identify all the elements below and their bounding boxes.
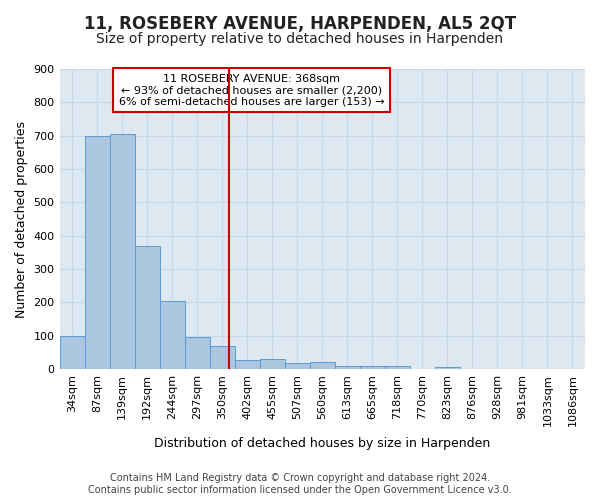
Text: Size of property relative to detached houses in Harpenden: Size of property relative to detached ho…: [97, 32, 503, 46]
Bar: [185, 338, 209, 369]
Bar: [260, 359, 285, 369]
Bar: [360, 366, 385, 369]
X-axis label: Distribution of detached houses by size in Harpenden: Distribution of detached houses by size …: [154, 437, 490, 450]
Bar: [209, 346, 235, 369]
Bar: [134, 246, 160, 369]
Bar: [335, 366, 360, 369]
Text: 11 ROSEBERY AVENUE: 368sqm
← 93% of detached houses are smaller (2,200)
6% of se: 11 ROSEBERY AVENUE: 368sqm ← 93% of deta…: [119, 74, 384, 106]
Bar: [110, 134, 134, 369]
Bar: [160, 301, 185, 369]
Bar: [310, 362, 335, 369]
Bar: [385, 366, 410, 369]
Bar: [435, 368, 460, 369]
Text: Contains HM Land Registry data © Crown copyright and database right 2024.
Contai: Contains HM Land Registry data © Crown c…: [88, 474, 512, 495]
Bar: [59, 336, 85, 369]
Text: 11, ROSEBERY AVENUE, HARPENDEN, AL5 2QT: 11, ROSEBERY AVENUE, HARPENDEN, AL5 2QT: [84, 15, 516, 33]
Y-axis label: Number of detached properties: Number of detached properties: [15, 120, 28, 318]
Bar: [85, 136, 110, 369]
Bar: [285, 363, 310, 369]
Bar: [235, 360, 260, 369]
